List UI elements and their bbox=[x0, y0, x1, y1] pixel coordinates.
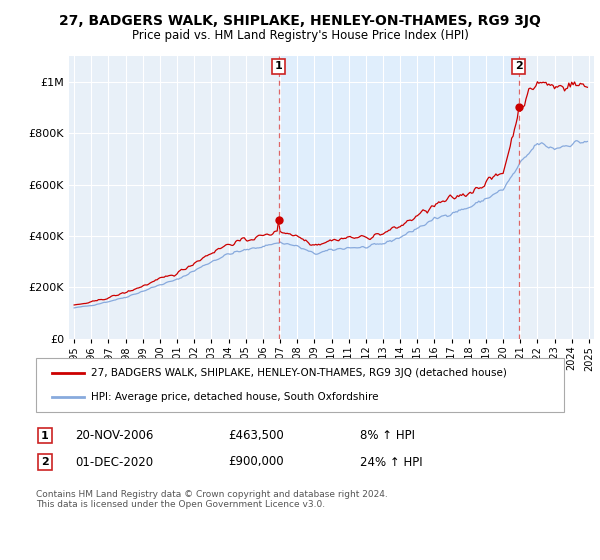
Text: Price paid vs. HM Land Registry's House Price Index (HPI): Price paid vs. HM Land Registry's House … bbox=[131, 29, 469, 42]
Text: £463,500: £463,500 bbox=[228, 429, 284, 442]
Text: £900,000: £900,000 bbox=[228, 455, 284, 469]
Text: 2: 2 bbox=[41, 457, 49, 467]
Bar bbox=[278, 56, 519, 339]
FancyBboxPatch shape bbox=[36, 358, 564, 412]
Text: 20-NOV-2006: 20-NOV-2006 bbox=[75, 429, 154, 442]
Text: 2: 2 bbox=[515, 61, 523, 71]
Text: 24% ↑ HPI: 24% ↑ HPI bbox=[360, 455, 422, 469]
Text: Contains HM Land Registry data © Crown copyright and database right 2024.
This d: Contains HM Land Registry data © Crown c… bbox=[36, 490, 388, 510]
Text: 27, BADGERS WALK, SHIPLAKE, HENLEY-ON-THAMES, RG9 3JQ (detached house): 27, BADGERS WALK, SHIPLAKE, HENLEY-ON-TH… bbox=[91, 368, 508, 379]
Text: 27, BADGERS WALK, SHIPLAKE, HENLEY-ON-THAMES, RG9 3JQ: 27, BADGERS WALK, SHIPLAKE, HENLEY-ON-TH… bbox=[59, 14, 541, 28]
Text: 1: 1 bbox=[41, 431, 49, 441]
Text: 8% ↑ HPI: 8% ↑ HPI bbox=[360, 429, 415, 442]
Text: 1: 1 bbox=[275, 61, 283, 71]
Text: HPI: Average price, detached house, South Oxfordshire: HPI: Average price, detached house, Sout… bbox=[91, 391, 379, 402]
Text: 01-DEC-2020: 01-DEC-2020 bbox=[75, 455, 153, 469]
